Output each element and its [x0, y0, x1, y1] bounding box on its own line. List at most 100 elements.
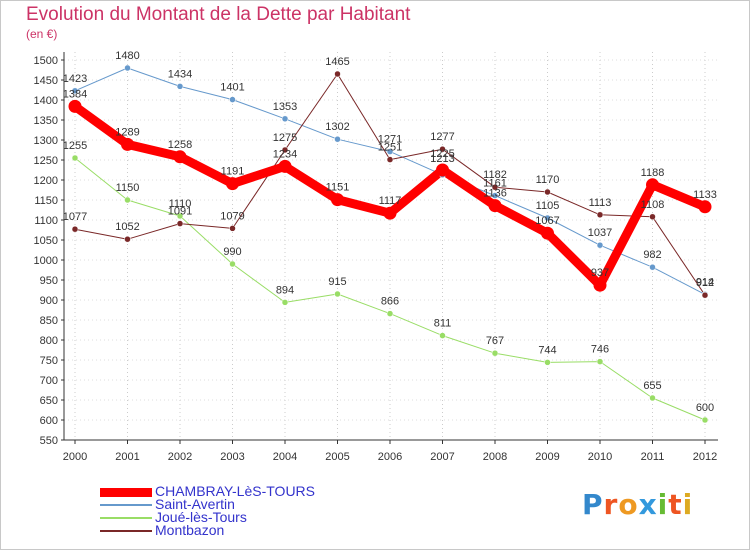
series-point-3 — [439, 145, 446, 153]
data-label: 1117 — [379, 195, 402, 207]
series-point-1 — [71, 87, 79, 95]
data-label: 1079 — [220, 210, 244, 222]
y-tick-label: 1150 — [34, 195, 58, 207]
legend-label: CHAMBRAY-LèS-TOURS — [155, 483, 316, 499]
series-point-1 — [491, 192, 499, 199]
y-tick-label: 800 — [40, 335, 58, 347]
y-tick-label: 650 — [40, 395, 58, 407]
series-point-1 — [281, 115, 289, 123]
y-tick-label: 1400 — [34, 95, 58, 107]
data-label: 1133 — [693, 189, 717, 201]
legend-swatch — [100, 530, 152, 532]
chart-title: Evolution du Montant de la Dette par Hab… — [26, 4, 411, 25]
x-tick-label: 2003 — [220, 451, 244, 463]
data-label: 1465 — [325, 56, 349, 68]
series-point-3 — [176, 220, 184, 227]
y-tick-label: 850 — [40, 315, 58, 327]
y-tick-label: 1350 — [34, 115, 58, 127]
data-label: 1188 — [641, 167, 665, 179]
chart-subtitle: (en €) — [26, 27, 58, 41]
x-tick-label: 2005 — [325, 451, 349, 463]
data-label: 1150 — [116, 182, 140, 194]
series-point-0 — [646, 178, 659, 192]
y-tick-label: 1500 — [34, 55, 58, 67]
data-label: 912 — [696, 277, 714, 289]
series-point-0 — [488, 199, 502, 213]
data-label: 1151 — [326, 182, 350, 194]
y-tick-label: 750 — [40, 355, 58, 367]
series-point-0 — [68, 99, 82, 113]
data-label: 914 — [696, 276, 714, 288]
data-label: 655 — [643, 380, 661, 392]
series-point-2 — [71, 154, 79, 162]
series-point-3 — [596, 211, 604, 219]
series-point-0 — [436, 163, 449, 177]
data-label: 1191 — [221, 166, 245, 178]
series-point-3 — [649, 213, 656, 221]
series-point-0 — [698, 200, 712, 214]
data-label: 1258 — [168, 139, 192, 151]
series-point-0 — [278, 159, 292, 173]
data-label: 600 — [696, 402, 714, 414]
data-label: 1277 — [430, 131, 454, 143]
y-tick-label: 1000 — [34, 255, 58, 267]
y-tick-label: 900 — [40, 295, 58, 307]
series-point-1 — [544, 214, 551, 222]
series-point-0 — [173, 150, 187, 164]
data-label: 1091 — [168, 206, 192, 218]
data-label: 1052 — [115, 221, 139, 233]
series-point-1 — [176, 83, 184, 90]
series-point-2 — [491, 349, 499, 357]
data-label: 1302 — [325, 121, 349, 133]
y-tick-label: 1300 — [34, 135, 58, 147]
logo-letter: i — [682, 488, 694, 521]
legend-swatch — [100, 487, 152, 497]
logo-letter: t — [668, 488, 683, 521]
series-point-2 — [334, 290, 341, 298]
series-point-2 — [229, 260, 236, 268]
data-label: 1275 — [273, 132, 297, 144]
series-point-0 — [331, 193, 344, 207]
legend-label: Joué-lès-Tours — [155, 509, 247, 525]
series-point-2 — [649, 394, 656, 402]
data-label: 1108 — [641, 199, 665, 211]
series-point-3 — [124, 235, 131, 243]
x-tick-label: 2009 — [535, 451, 559, 463]
data-label: 1077 — [63, 211, 87, 223]
y-tick-label: 1050 — [34, 235, 58, 247]
series-point-1 — [229, 96, 236, 103]
series-point-2 — [176, 212, 184, 220]
x-tick-label: 2000 — [63, 451, 87, 463]
series-point-2 — [701, 416, 709, 424]
data-label: 990 — [223, 246, 241, 258]
data-label: 1182 — [483, 169, 507, 181]
series-point-3 — [334, 70, 341, 78]
logo-letter: P — [582, 488, 604, 521]
logo-letter: x — [638, 488, 658, 521]
y-tick-label: 1450 — [34, 75, 58, 87]
series-point-1 — [596, 241, 604, 249]
series-point-0 — [383, 206, 397, 220]
y-tick-label: 1100 — [34, 215, 58, 227]
series-point-0 — [593, 278, 607, 292]
series-point-3 — [71, 225, 79, 233]
series-point-3 — [386, 156, 394, 163]
data-label: 1037 — [588, 227, 612, 239]
series-point-1 — [124, 64, 131, 72]
data-label: 1353 — [273, 101, 297, 113]
data-label: 1384 — [63, 88, 87, 100]
x-tick-label: 2002 — [168, 451, 192, 463]
series-point-2 — [439, 332, 446, 339]
data-label: 744 — [538, 344, 556, 356]
x-tick-label: 2001 — [115, 451, 139, 463]
data-label: 1289 — [115, 126, 139, 138]
series-point-2 — [281, 299, 289, 306]
data-label: 1213 — [430, 153, 454, 165]
chart-axes: 550 600 650 700 750 800 850 900 950 1000 1050 1100 1… — [34, 52, 718, 463]
data-label: 866 — [381, 296, 399, 308]
y-tick-label: 1250 — [34, 155, 58, 167]
proxiti-logo: Proxiti — [582, 488, 693, 521]
data-label: 1423 — [63, 73, 87, 85]
y-tick-label: 600 — [40, 415, 58, 427]
